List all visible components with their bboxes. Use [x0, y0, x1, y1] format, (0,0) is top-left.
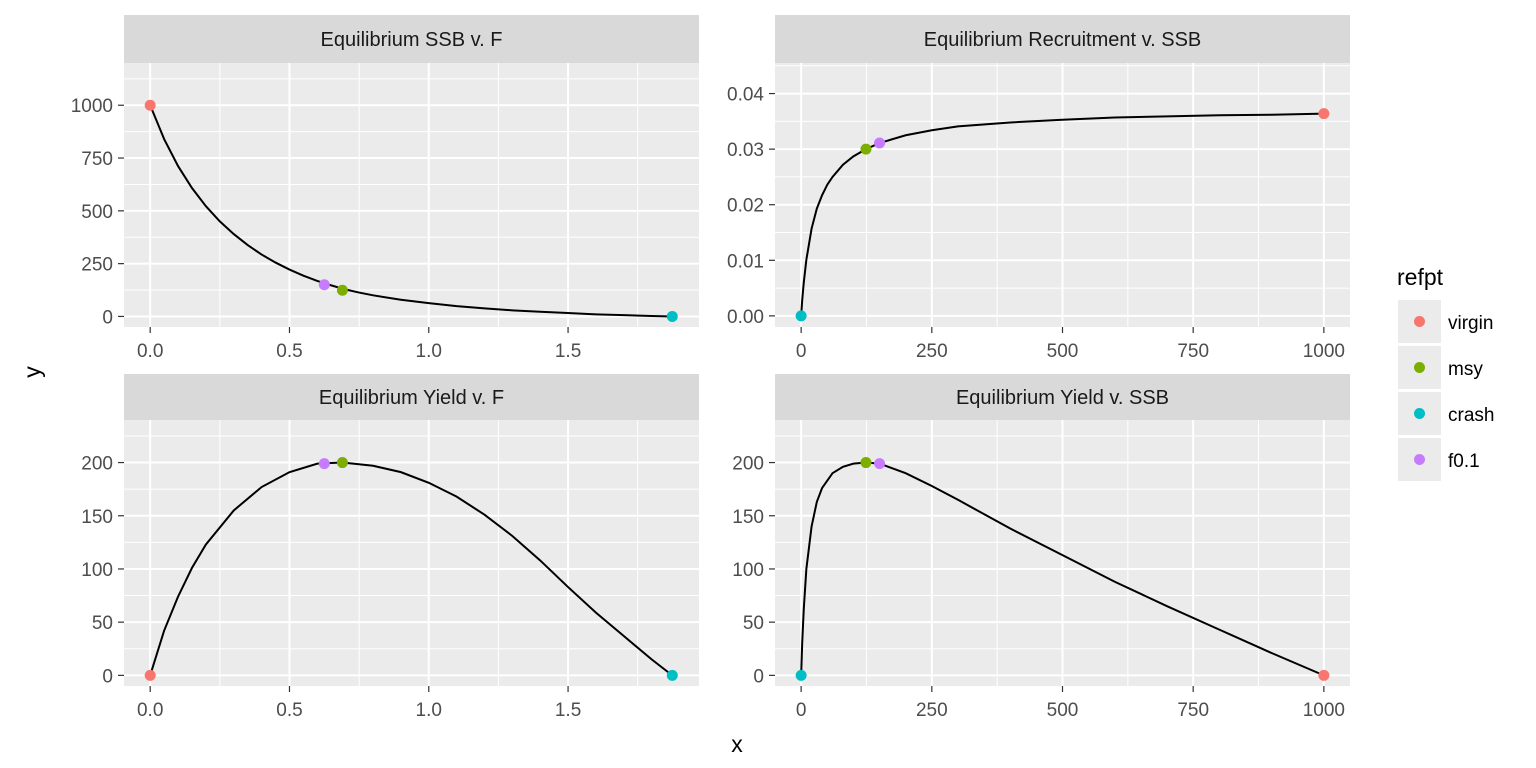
point-crash [795, 310, 807, 322]
legend-label: f0.1 [1448, 451, 1480, 472]
y-axis-title: y [19, 366, 45, 378]
point-msy [336, 284, 348, 296]
legend-item-crash: crash [1398, 392, 1494, 435]
x-tick-label: 1.0 [416, 341, 442, 362]
x-tick-label: 0.0 [137, 341, 163, 362]
equilibrium-curve [149, 461, 673, 677]
x-tick-label: 750 [1177, 700, 1209, 721]
panel-title: Equilibrium SSB v. F [321, 29, 503, 51]
x-tick-label: 250 [916, 700, 948, 721]
point-msy [860, 143, 872, 155]
y-tick-label: 150 [732, 507, 764, 528]
x-tick-label: 250 [916, 341, 948, 362]
point-f01 [874, 137, 886, 149]
y-tick-label: 0.03 [727, 140, 764, 161]
legend-item-msy: msy [1398, 346, 1483, 389]
panels: Equilibrium SSB v. F0.0 0.5 1.0 1.502505007… [71, 15, 1350, 721]
panel-2: Equilibrium Recruitment v. SSB 0 250 500 750… [727, 15, 1350, 362]
point-virgin [1318, 669, 1330, 681]
x-tick-label: 1000 [1303, 341, 1345, 362]
panel-background [124, 420, 699, 686]
panel-title: Equilibrium Recruitment v. SSB [924, 29, 1202, 51]
y-tick-label: 100 [732, 560, 764, 581]
x-tick-label: 1.5 [555, 700, 581, 721]
y-tick-label: 150 [81, 507, 113, 528]
y-tick-label: 500 [81, 202, 113, 223]
point-crash [666, 669, 678, 681]
point-f01 [318, 458, 330, 470]
panel-1: Equilibrium SSB v. F 0.0 0.5 1.0 1.5 0 250 500 7… [71, 15, 699, 362]
x-tick-label: 1.0 [416, 700, 442, 721]
x-tick-label: 0 [796, 700, 807, 721]
x-tick-label: 500 [1047, 341, 1079, 362]
point-virgin [144, 99, 156, 111]
panel-background [124, 63, 699, 327]
legend-swatch [1414, 454, 1425, 465]
panel-strip [124, 374, 699, 420]
point-virgin [144, 669, 156, 681]
y-tick-label: 1000 [71, 96, 113, 117]
x-tick-label: 0.5 [276, 700, 302, 721]
legend-swatch [1414, 316, 1425, 327]
panel-strip [775, 15, 1350, 63]
point-msy [336, 457, 348, 469]
point-f01 [318, 279, 330, 291]
y-tick-label: 250 [81, 255, 113, 276]
y-tick-label: 0.02 [727, 196, 764, 217]
y-tick-label: 750 [81, 149, 113, 170]
point-f01 [874, 458, 886, 470]
x-tick-label: 0 [796, 341, 807, 362]
point-virgin [1318, 108, 1330, 120]
legend-items: virgin msy crash f0.1 [1398, 300, 1494, 481]
y-tick-label: 50 [92, 613, 113, 634]
point-crash [666, 310, 678, 322]
y-tick-label: 50 [743, 613, 764, 634]
legend-title: refpt [1397, 264, 1444, 290]
x-tick-label: 0.5 [276, 341, 302, 362]
y-tick-label: 200 [81, 454, 113, 475]
y-tick-label: 0.04 [727, 85, 764, 106]
y-tick-label: 100 [81, 560, 113, 581]
y-tick-label: 0.01 [727, 251, 764, 272]
point-msy [860, 457, 872, 469]
panel-4: Equilibrium Yield v. SSB 0 250 500 750 1000 0 5… [732, 374, 1350, 721]
legend-label: crash [1448, 405, 1494, 426]
y-tick-label: 0.00 [727, 307, 764, 328]
panel-3: Equilibrium Yield v. F 0.0 0.5 1.0 1.5 0 50 100… [81, 374, 699, 721]
y-tick-label: 0 [102, 666, 113, 687]
x-axis-title: x [731, 731, 743, 757]
x-tick-label: 1.5 [555, 341, 581, 362]
y-tick-label: 0 [102, 307, 113, 328]
y-tick-label: 200 [732, 454, 764, 475]
panel-title: Equilibrium Yield v. F [319, 387, 504, 409]
legend-label: msy [1448, 359, 1483, 380]
x-tick-label: 1000 [1303, 700, 1345, 721]
x-tick-label: 500 [1047, 700, 1079, 721]
point-crash [795, 669, 807, 681]
panel-title: Equilibrium Yield v. SSB [956, 387, 1169, 409]
legend-swatch [1414, 362, 1425, 373]
legend-label: virgin [1448, 313, 1493, 334]
y-tick-label: 0 [753, 666, 764, 687]
legend-item-virgin: virgin [1398, 300, 1493, 343]
equilibrium-curve [800, 461, 1325, 677]
legend-item-f01: f0.1 [1398, 438, 1480, 481]
x-tick-label: 750 [1177, 341, 1209, 362]
legend: refpt virgin msy crash f0.1 [1397, 264, 1494, 481]
legend-swatch [1414, 408, 1425, 419]
panel-strip [124, 15, 699, 63]
x-tick-label: 0.0 [137, 700, 163, 721]
panel-strip [775, 374, 1350, 420]
